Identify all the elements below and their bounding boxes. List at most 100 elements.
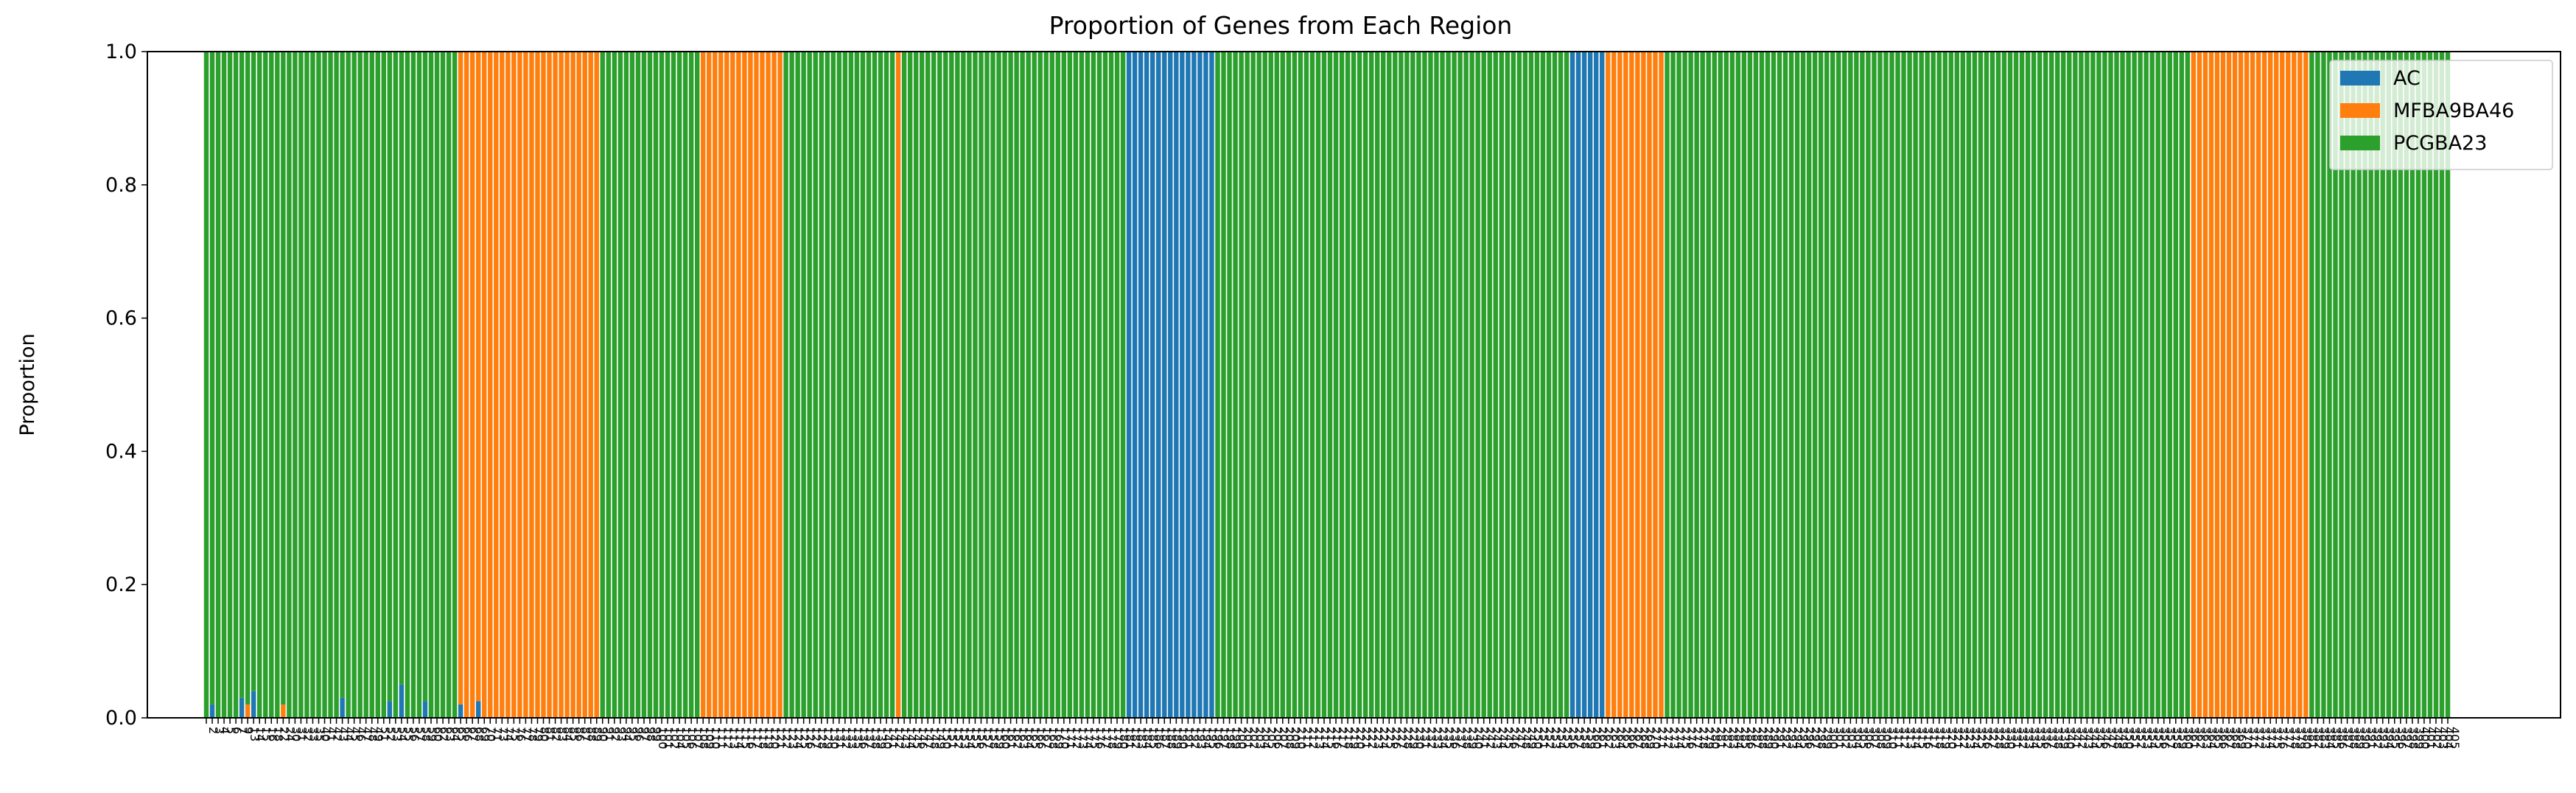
bar-pcgba23-24 xyxy=(281,52,286,705)
bar-pcgba23-62 xyxy=(434,52,440,718)
bar-pcgba23-13 xyxy=(245,52,251,705)
x-tick-label: 318 xyxy=(1933,727,1947,750)
x-tick-label: 94 xyxy=(620,727,634,741)
bar-pcgba23-100 xyxy=(653,52,659,718)
x-tick-label: 147 xyxy=(922,727,936,750)
x-tick-label: 291 xyxy=(1774,727,1788,750)
bar-pcgba23-60 xyxy=(428,52,434,718)
bar-ac-196 xyxy=(1209,52,1214,718)
x-tick-label: 229 xyxy=(1407,727,1421,750)
x-tick-label: 127 xyxy=(810,727,824,750)
bar-pcgba23-385 xyxy=(2327,52,2332,718)
y-axis: 0.0 0.2 0.4 0.6 0.8 1.0 xyxy=(105,41,147,730)
x-tick-label: 172 xyxy=(1070,727,1084,750)
x-tick-label: 316 xyxy=(1922,727,1936,750)
x-tick-label: 2 xyxy=(206,727,220,734)
bar-mfba9ba46-110 xyxy=(707,52,712,718)
x-tick-label: 108 xyxy=(697,727,711,750)
bar-pcgba23-241 xyxy=(1475,52,1480,718)
x-tick-label: 353 xyxy=(2141,727,2155,750)
y-tick-label: 0.6 xyxy=(105,307,137,330)
x-tick-label: 244 xyxy=(1496,727,1510,750)
bar-pcgba23-158 xyxy=(984,52,990,718)
bar-pcgba23-344 xyxy=(2085,52,2090,718)
bar-mfba9ba46-113 xyxy=(724,52,729,718)
x-tick-label: 90 xyxy=(597,727,611,741)
x-tick-label: 73 xyxy=(496,727,510,741)
bar-pcgba23-335 xyxy=(2031,52,2037,718)
y-tick-label: 0.8 xyxy=(105,174,137,197)
x-tick-label: 259 xyxy=(1584,727,1598,750)
x-tick-label: 369 xyxy=(2235,727,2249,750)
bar-pcgba23-167 xyxy=(1037,52,1043,718)
bar-mfba9ba46-66 xyxy=(458,52,463,705)
bar-pcgba23-161 xyxy=(1002,52,1007,718)
x-tick-label: 370 xyxy=(2241,727,2255,750)
bar-pcgba23-200 xyxy=(1233,52,1238,718)
x-tick-label: 198 xyxy=(1224,727,1238,750)
x-tick-label: 149 xyxy=(934,727,948,750)
bar-mfba9ba46-121 xyxy=(771,52,777,718)
bar-pcgba23-292 xyxy=(1777,52,1782,718)
x-tick-label: 67 xyxy=(466,727,480,741)
bar-pcgba23-349 xyxy=(2114,52,2119,718)
x-tick-label: 101 xyxy=(662,727,676,750)
x-tick-label: 115 xyxy=(738,727,752,750)
bar-pcgba23-166 xyxy=(1032,52,1037,718)
bar-mfba9ba46-371 xyxy=(2244,52,2250,718)
bar-pcgba23-303 xyxy=(1842,52,1847,718)
bar-pcgba23-394 xyxy=(2380,52,2385,718)
x-tick-label: 288 xyxy=(1756,727,1770,750)
x-tick-label: 106 xyxy=(685,727,699,750)
bar-pcgba23-239 xyxy=(1463,52,1469,718)
bar-pcgba23-4 xyxy=(215,52,221,718)
x-tick-label: 317 xyxy=(1928,727,1942,750)
x-tick-label: 283 xyxy=(1726,727,1740,750)
bar-pcgba23-141 xyxy=(883,52,889,718)
x-tick-label: 308 xyxy=(1874,727,1888,750)
x-tick-label: 356 xyxy=(2158,727,2172,750)
bar-pcgba23-202 xyxy=(1245,52,1250,718)
x-tick-label: 278 xyxy=(1697,727,1711,750)
x-tick-label: 323 xyxy=(1963,727,1977,750)
x-tick-label: 274 xyxy=(1673,727,1687,750)
x-tick-label: 151 xyxy=(945,727,959,750)
bar-pcgba23-163 xyxy=(1014,52,1019,718)
bar-pcgba23-299 xyxy=(1818,52,1824,718)
bar-mfba9ba46-365 xyxy=(2208,52,2214,718)
bar-ac-190 xyxy=(1174,52,1179,718)
bar-ac-192 xyxy=(1186,52,1191,718)
x-tick-label: 210 xyxy=(1295,727,1309,750)
x-tick-label: 243 xyxy=(1490,727,1504,750)
x-tick-label: 18 xyxy=(271,727,285,741)
bar-pcgba23-35 xyxy=(310,52,315,718)
x-tick-label: 377 xyxy=(2282,727,2296,750)
bar-pcgba23-221 xyxy=(1357,52,1362,718)
bar-mfba9ba46-366 xyxy=(2214,52,2220,718)
x-tick-label: 49 xyxy=(372,727,386,741)
x-tick-label: 193 xyxy=(1194,727,1208,750)
x-tick-label: 205 xyxy=(1265,727,1279,750)
bar-pcgba23-327 xyxy=(1984,52,1989,718)
x-tick-label: 176 xyxy=(1093,727,1107,750)
bar-mfba9ba46-376 xyxy=(2274,52,2279,718)
x-tick-label: 254 xyxy=(1555,727,1569,750)
x-tick-label: 179 xyxy=(1111,727,1125,750)
bar-pcgba23-294 xyxy=(1788,52,1794,718)
x-tick-label: 238 xyxy=(1460,727,1474,750)
x-tick-label: 125 xyxy=(798,727,812,750)
bar-pcgba23-46 xyxy=(351,52,357,718)
bar-pcgba23-171 xyxy=(1061,52,1067,718)
x-tick-label: 154 xyxy=(963,727,977,750)
x-tick-label: 6 xyxy=(230,727,244,734)
x-tick-label: 257 xyxy=(1572,727,1586,750)
bar-pcgba23-212 xyxy=(1303,52,1309,718)
x-tick-label: 313 xyxy=(1904,727,1918,750)
x-tick-label: 277 xyxy=(1691,727,1705,750)
bar-pcgba23-318 xyxy=(1931,52,1936,718)
x-tick-label: 137 xyxy=(863,727,877,750)
x-tick-label: 211 xyxy=(1301,727,1315,750)
bar-mfba9ba46-117 xyxy=(748,52,753,718)
x-tick-label: 266 xyxy=(1625,727,1639,750)
x-tick-label: 132 xyxy=(839,727,853,750)
